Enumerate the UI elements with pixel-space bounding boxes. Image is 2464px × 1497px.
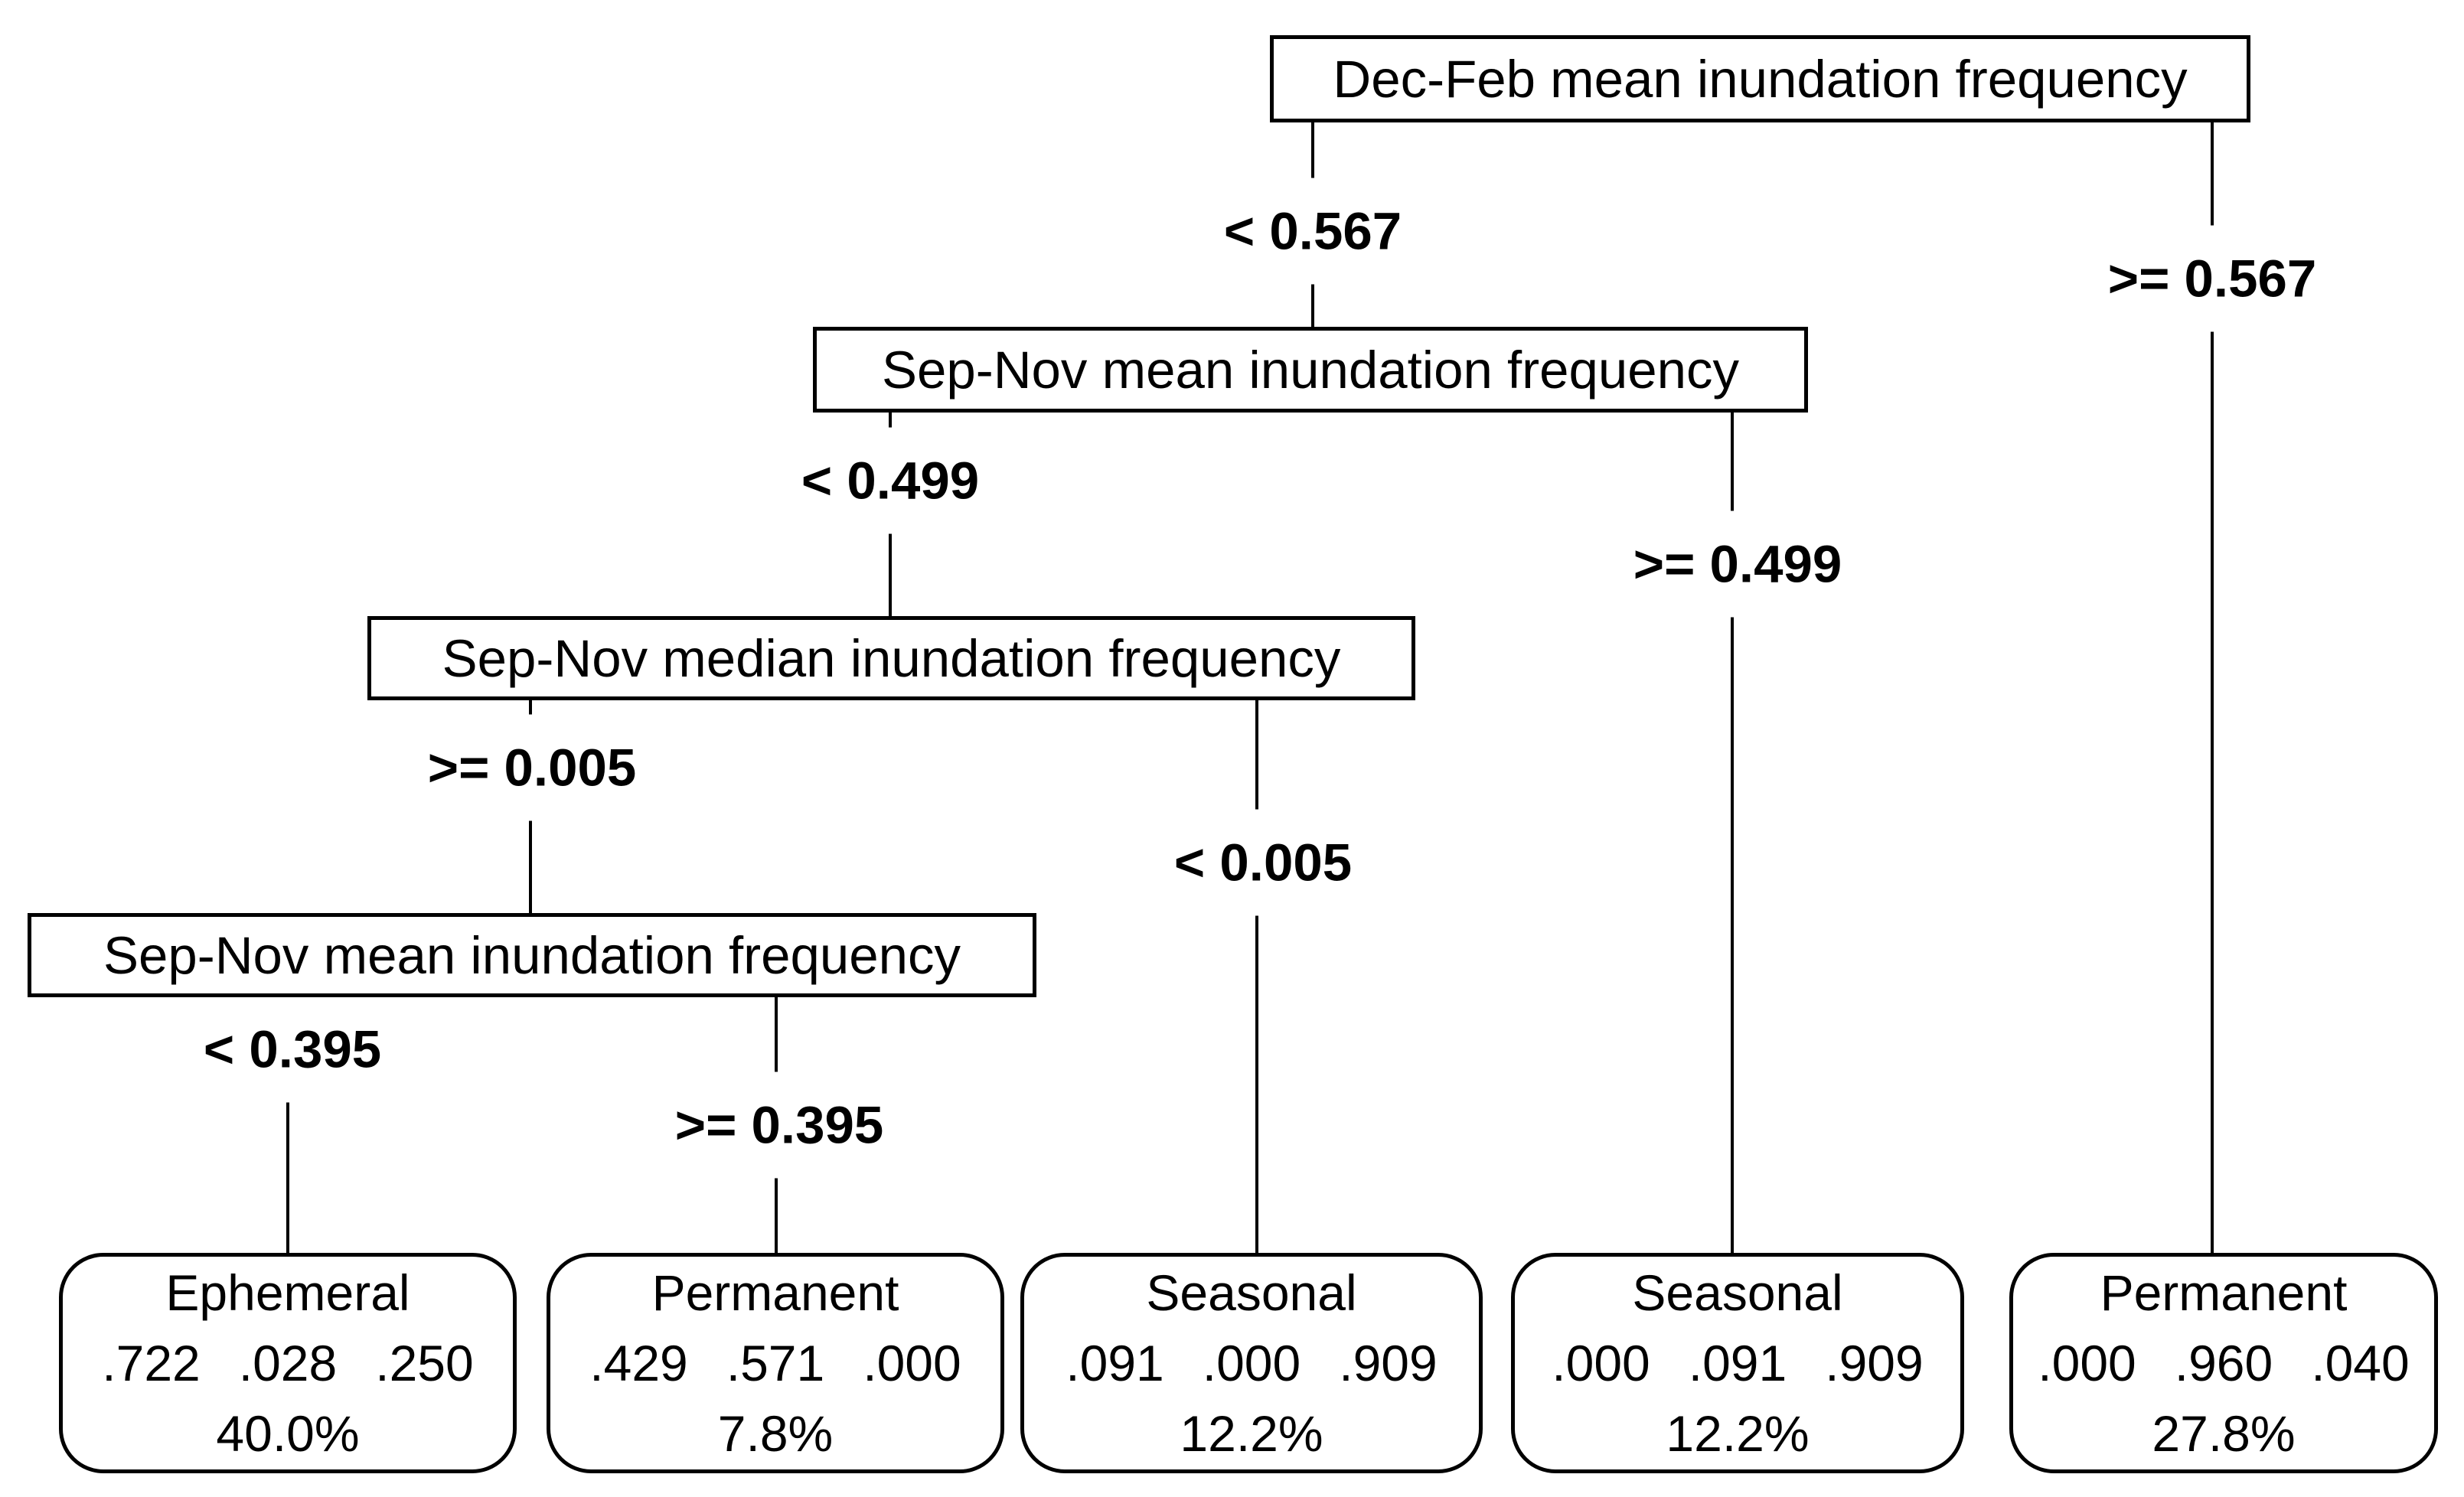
split-label-n2-right: >= 0.499 — [1619, 510, 1856, 618]
leaf-probabilities: .000 .091 .909 — [1552, 1334, 1923, 1392]
leaf-probabilities: .429 .571 .000 — [589, 1334, 961, 1392]
leaf-percentage: 12.2% — [1666, 1405, 1810, 1462]
leaf-seasonal-2: Seasonal .000 .091 .909 12.2% — [1511, 1253, 1964, 1473]
leaf-ephemeral: Ephemeral .722 .028 .250 40.0% — [59, 1253, 517, 1473]
node-dec-feb-mean-inundation: Dec-Feb mean inundation frequency — [1270, 35, 2250, 122]
leaf-prob-value: .000 — [1202, 1335, 1301, 1391]
split-label-root-left: < 0.567 — [1209, 178, 1416, 285]
node-sep-nov-mean-inundation-2: Sep-Nov mean inundation frequency — [28, 913, 1036, 997]
node-label: Sep-Nov mean inundation frequency — [881, 340, 1740, 400]
leaf-probabilities: .000 .960 .040 — [2038, 1334, 2409, 1392]
leaf-percentage: 40.0% — [216, 1405, 360, 1462]
split-label-root-right: >= 0.567 — [2094, 225, 2331, 332]
leaf-prob-value: .000 — [2038, 1335, 2136, 1391]
leaf-prob-value: .909 — [1339, 1335, 1438, 1391]
leaf-prob-value: .960 — [2174, 1335, 2273, 1391]
leaf-prob-value: .040 — [2311, 1335, 2410, 1391]
leaf-prob-value: .909 — [1825, 1335, 1924, 1391]
node-sep-nov-median-inundation: Sep-Nov median inundation frequency — [367, 616, 1415, 700]
branch-line-n2-right — [1731, 413, 1734, 1253]
leaf-permanent-1: Permanent .429 .571 .000 7.8% — [547, 1253, 1004, 1473]
leaf-prob-value: .028 — [238, 1335, 338, 1391]
leaf-class-label: Ephemeral — [165, 1264, 410, 1321]
leaf-prob-value: .000 — [863, 1335, 961, 1391]
leaf-class-label: Seasonal — [1146, 1264, 1357, 1321]
leaf-prob-value: .250 — [375, 1335, 474, 1391]
leaf-prob-value: .571 — [726, 1335, 825, 1391]
leaf-class-label: Permanent — [651, 1264, 899, 1321]
leaf-probabilities: .091 .000 .909 — [1066, 1334, 1437, 1392]
node-label: Dec-Feb mean inundation frequency — [1333, 49, 2188, 109]
split-label-n4-left: < 0.395 — [189, 996, 396, 1103]
split-label-n4-right: >= 0.395 — [661, 1071, 898, 1179]
leaf-class-label: Seasonal — [1632, 1264, 1843, 1321]
leaf-prob-value: .429 — [589, 1335, 688, 1391]
leaf-seasonal-1: Seasonal .091 .000 .909 12.2% — [1020, 1253, 1483, 1473]
branch-line-n4-left — [286, 997, 289, 1253]
split-label-n2-left: < 0.499 — [787, 427, 994, 534]
node-sep-nov-mean-inundation-1: Sep-Nov mean inundation frequency — [813, 327, 1808, 413]
branch-line-root-right — [2211, 122, 2214, 1253]
leaf-prob-value: .000 — [1552, 1335, 1650, 1391]
leaf-prob-value: .722 — [102, 1335, 201, 1391]
branch-line-n3-right — [1255, 700, 1258, 1253]
node-label: Sep-Nov median inundation frequency — [442, 628, 1341, 688]
leaf-prob-value: .091 — [1688, 1335, 1787, 1391]
split-label-n3-left: >= 0.005 — [413, 714, 651, 821]
split-label-n3-right: < 0.005 — [1160, 809, 1366, 916]
leaf-class-label: Permanent — [2100, 1264, 2348, 1321]
leaf-prob-value: .091 — [1066, 1335, 1164, 1391]
leaf-permanent-2: Permanent .000 .960 .040 27.8% — [2009, 1253, 2438, 1473]
node-label: Sep-Nov mean inundation frequency — [103, 925, 961, 985]
leaf-probabilities: .722 .028 .250 — [102, 1334, 473, 1392]
leaf-percentage: 12.2% — [1180, 1405, 1323, 1462]
leaf-percentage: 7.8% — [717, 1405, 834, 1462]
leaf-percentage: 27.8% — [2152, 1405, 2296, 1462]
